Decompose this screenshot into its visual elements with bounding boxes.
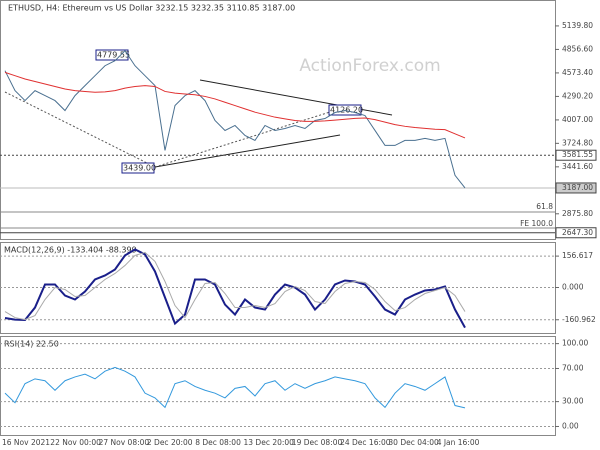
x-tick-label: 19 Dec 08:00: [292, 438, 343, 447]
fib-label: FE 100.0: [520, 219, 553, 228]
macd-panel: [0, 242, 556, 334]
trendline: [154, 111, 331, 168]
trendline: [154, 134, 341, 168]
x-tick-label: 2 Dec 20:00: [147, 438, 193, 447]
chart-title: ETHUSD, H4: Ethereum vs US Dollar 3232.1…: [8, 4, 295, 13]
series-line: [4, 251, 466, 321]
fib-label: 61.8: [536, 202, 553, 211]
y-tick-label: 5139.80: [562, 21, 593, 30]
level-box: [555, 227, 597, 239]
y-tick-label: 156.617: [562, 251, 593, 260]
series-line: [4, 366, 466, 409]
x-tick-label: 16 Nov 2021: [2, 438, 50, 447]
y-tick-label: 0.000: [562, 282, 584, 291]
x-tick-label: 24 Dec 16:00: [340, 438, 391, 447]
panel-title: MACD(12,26,9) -133.404 -88.399: [4, 246, 137, 255]
level-label: 3187.00: [562, 183, 593, 192]
annotation-box: [328, 104, 362, 116]
x-tick-label: 4 Jan 16:00: [437, 438, 480, 447]
trendline: [199, 79, 393, 116]
y-tick-label: -160.962: [562, 315, 596, 324]
y-tick-label: 3441.60: [562, 162, 593, 171]
y-tick-label: 100.00: [562, 339, 588, 348]
rsi-panel: [0, 336, 556, 436]
y-tick-label: 4573.40: [562, 68, 593, 77]
x-tick-label: 27 Nov 08:00: [99, 438, 150, 447]
level-box: [555, 149, 597, 161]
trendline: [4, 91, 156, 168]
level-label: 3581.55: [562, 150, 593, 159]
panel-title: RSI(14) 22.50: [4, 340, 59, 349]
level-box: [555, 182, 597, 194]
x-tick-label: 13 Dec 20:00: [244, 438, 295, 447]
series-line: [4, 50, 466, 189]
y-tick-label: 70.00: [562, 363, 584, 372]
level-label: 2647.30: [562, 228, 593, 237]
y-tick-label: 4290.20: [562, 91, 593, 100]
y-tick-label: 4007.00: [562, 115, 593, 124]
series-line: [4, 71, 466, 139]
y-tick-label: 4856.60: [562, 44, 593, 53]
annotation: 4779.55: [97, 51, 130, 60]
x-tick-label: 30 Dec 04:00: [388, 438, 439, 447]
y-tick-label: 30.00: [562, 397, 584, 406]
y-tick-label: 2875.80: [562, 209, 593, 218]
y-tick-label: 0.00: [562, 421, 579, 430]
annotation: 4126.20: [330, 106, 363, 115]
main-panel: [0, 0, 556, 240]
x-tick-label: 22 Nov 00:00: [50, 438, 101, 447]
annotation-box: [121, 162, 155, 174]
watermark: ActionForex.com: [299, 56, 440, 76]
x-tick-label: 8 Dec 08:00: [195, 438, 241, 447]
y-tick-label: 3724.80: [562, 138, 593, 147]
series-line: [4, 248, 466, 329]
annotation: 3439.00: [123, 164, 156, 173]
